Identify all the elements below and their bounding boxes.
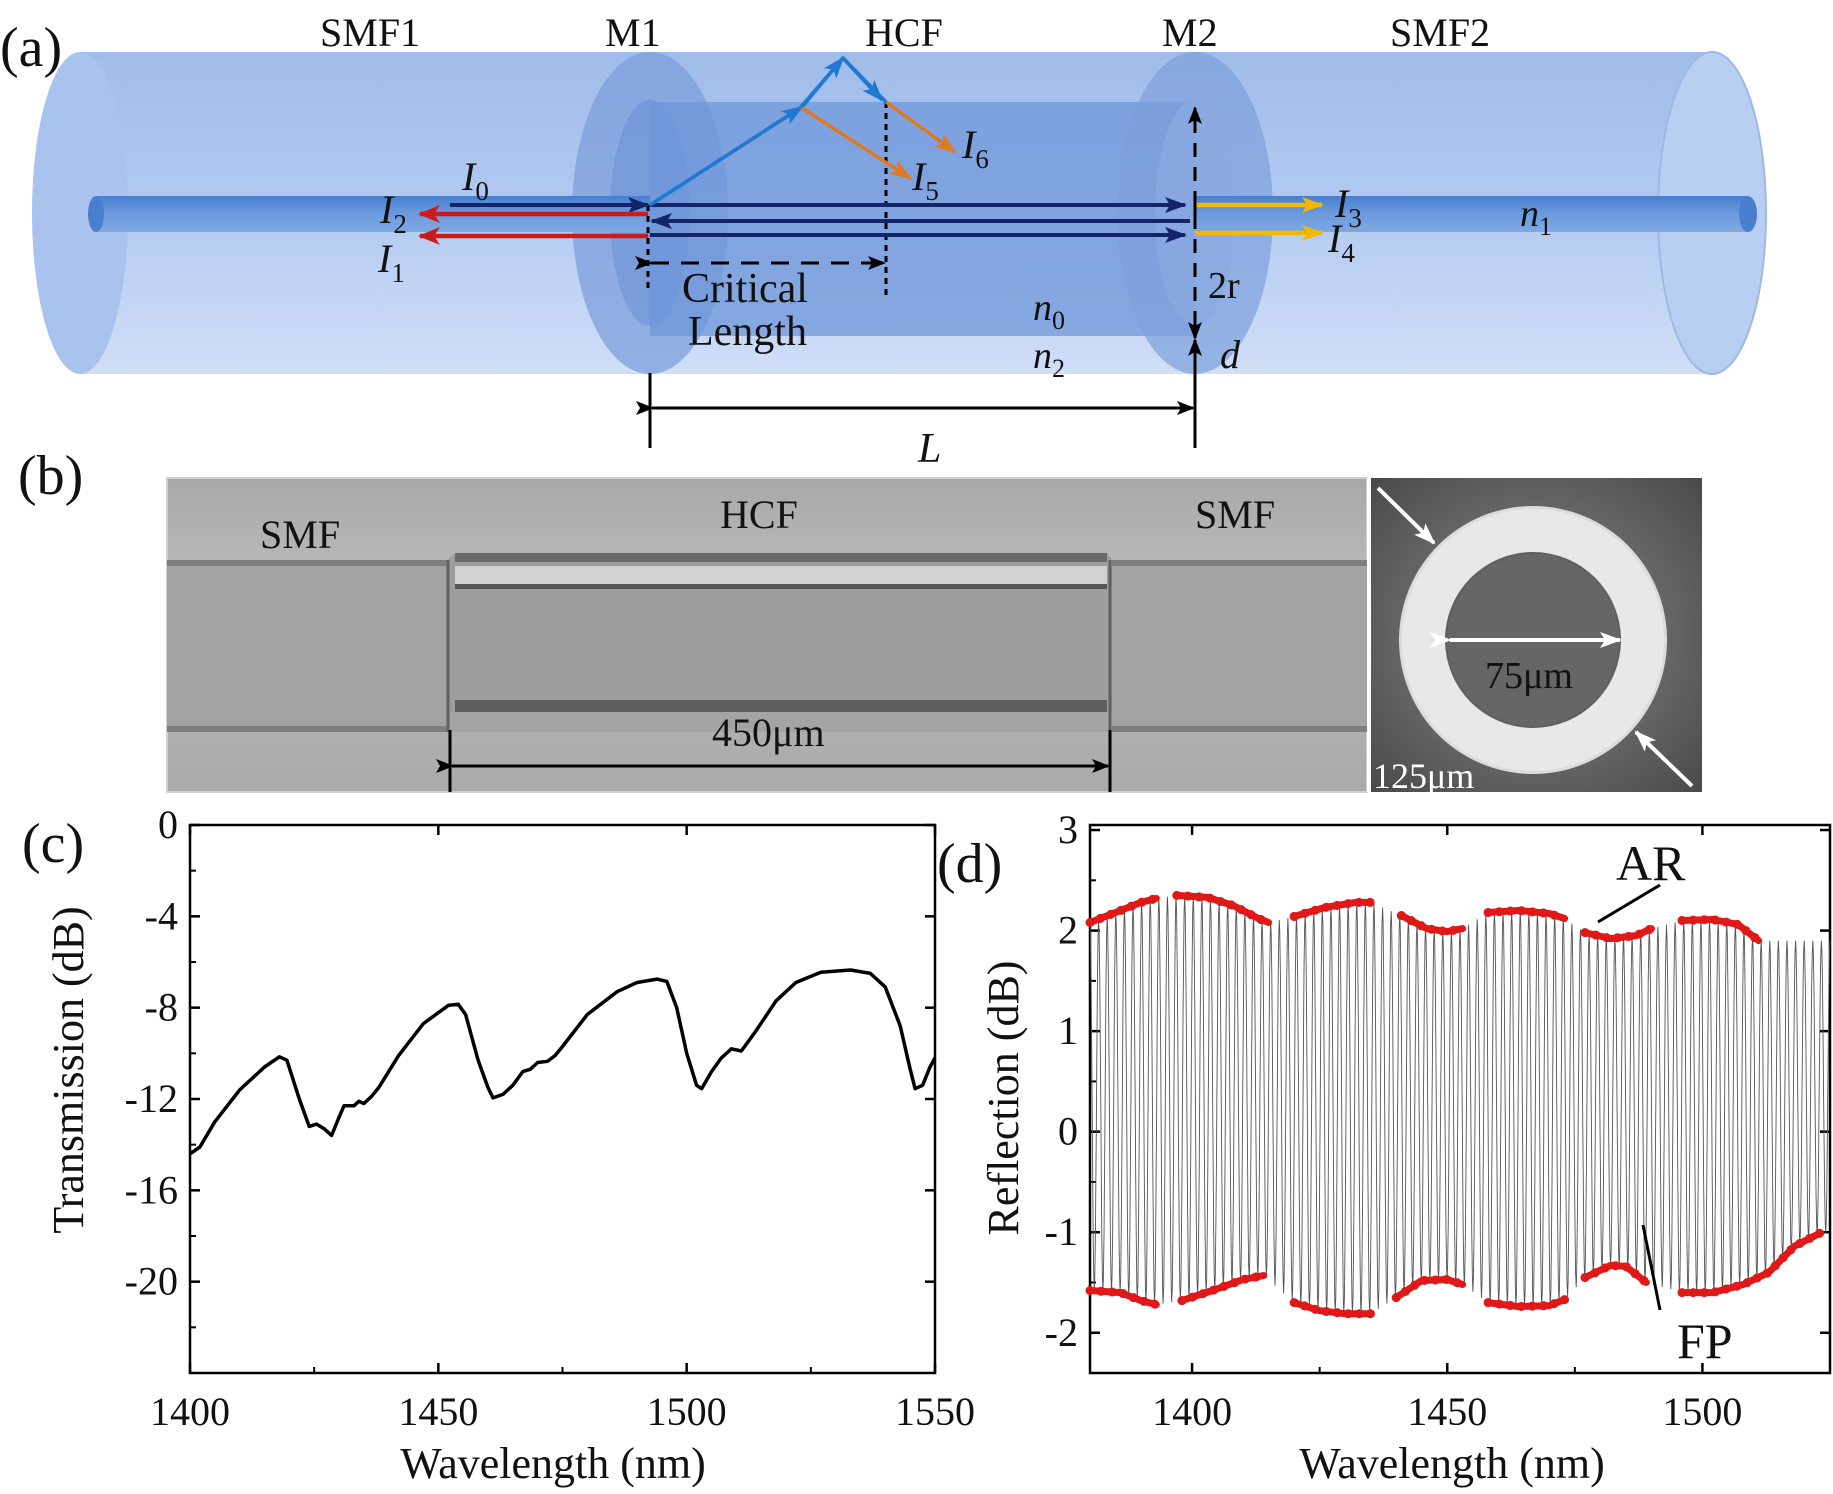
- cross-inner: 75μm: [1485, 655, 1573, 697]
- panel-a-schematic: (a) SMF1 M1 HCF M2 SMF2: [0, 10, 1767, 472]
- chart-c-ytick-label: -8: [145, 985, 178, 1030]
- outer-arrow-bottom: [1634, 730, 1694, 788]
- chart-d-envelope-line-upper: [1484, 907, 1569, 922]
- annotation-fp-pointer: [1641, 1224, 1662, 1311]
- label-i6: I6: [961, 122, 989, 174]
- annotation-ar: AR: [1616, 835, 1686, 891]
- micro-smf-right: SMF: [1195, 492, 1275, 537]
- chart-d-ytick-label: -2: [1045, 1310, 1078, 1355]
- chart-d-ytick-label: -1: [1045, 1209, 1078, 1254]
- chart-c-ytick-label: -12: [125, 1076, 178, 1121]
- panel-b-micrograph: (b) SMF HCF SMF 450μm 75μm: [18, 445, 1702, 796]
- label-m1: M1: [605, 10, 661, 55]
- label-critical: Critical: [682, 266, 808, 312]
- panel-b-label: (b): [18, 445, 83, 507]
- chart-c-ytick-label: -16: [125, 1167, 178, 1212]
- chart-d-envelope-line-lower: [1086, 1287, 1160, 1309]
- chart-c-xtick-label: 1500: [647, 1389, 727, 1434]
- label-hcf: HCF: [865, 10, 943, 55]
- chart-d-envelope-line-upper: [1290, 898, 1375, 920]
- chart-d-envelope-line-upper: [1581, 925, 1655, 943]
- label-smf1: SMF1: [320, 10, 420, 55]
- chart-d-envelope-line-lower: [1290, 1299, 1375, 1318]
- micro-length: 450μm: [712, 710, 825, 755]
- ray-i6: [884, 100, 957, 154]
- micro-smf-left: SMF: [260, 512, 340, 557]
- chart-d-ylabel: Reflection (dB): [979, 961, 1028, 1236]
- panel-c-chart: (c) 1400 1450 1500 1550 0 -4 -8 -12 -16 -20 Wavel…: [22, 802, 975, 1488]
- chart-c-ytick-label: -20: [125, 1259, 178, 1304]
- chart-d-xlabel: Wavelength (nm): [1299, 1439, 1605, 1488]
- chart-d-envelope-line-upper: [1086, 894, 1160, 926]
- chart-d-envelope-line-lower: [1178, 1272, 1267, 1305]
- panel-a-label: (a): [0, 17, 62, 79]
- panel-d-chart: (d) 1400 1450 1500 -2 -1 0 1 2 3 Wavelength (nm)…: [937, 807, 1832, 1488]
- ray-i5: [801, 106, 912, 180]
- label-i2: I2: [379, 187, 407, 239]
- outer-arrow-top: [1376, 486, 1436, 545]
- chart-d-ytick-label: 3: [1058, 807, 1078, 852]
- plot-c-area: 1400 1450 1500 1550 0 -4 -8 -12 -16 -20: [125, 802, 975, 1434]
- label-d: d: [1220, 332, 1241, 377]
- label-i3: I3: [1334, 181, 1362, 233]
- chart-d-xtick-label: 1500: [1662, 1389, 1742, 1434]
- chart-c-ytick-label: -4: [145, 893, 178, 938]
- chart-c-xlabel: Wavelength (nm): [400, 1439, 706, 1488]
- chart-d-fringes: [1089, 895, 1831, 1314]
- chart-d-envelope-line-upper: [1678, 916, 1763, 945]
- chart-d-envelope-line-lower: [1484, 1296, 1569, 1311]
- chart-d-frame: [1088, 823, 1832, 1375]
- label-length: Length: [688, 309, 807, 355]
- smf2-core: [1195, 196, 1748, 232]
- label-i1: I1: [377, 236, 405, 288]
- label-n1: n1: [1520, 193, 1552, 241]
- chart-c-xtick-label: 1550: [895, 1389, 975, 1434]
- chart-d-ytick-label: 1: [1058, 1008, 1078, 1053]
- chart-c-xtick-label: 1400: [150, 1389, 230, 1434]
- label-i0: I0: [461, 154, 489, 206]
- label-l: L: [917, 426, 941, 472]
- chart-d-ytick-label: 0: [1058, 1109, 1078, 1154]
- label-smf2: SMF2: [1390, 10, 1490, 55]
- label-i4: I4: [1327, 216, 1355, 268]
- cross-outer: 125μm: [1373, 756, 1474, 796]
- chart-c-frame: [188, 823, 937, 1375]
- chart-c-xtick-label: 1450: [398, 1389, 478, 1434]
- chart-d-envelope-line-upper: [1173, 891, 1273, 926]
- annotation-fp: FP: [1677, 1313, 1733, 1369]
- panel-d-label: (d): [937, 833, 1002, 895]
- chart-c-ytick-label: 0: [158, 802, 178, 847]
- label-n0: n0: [1033, 287, 1065, 335]
- label-n2: n2: [1033, 335, 1065, 383]
- chart-c-ylabel: Transmission (dB): [44, 906, 93, 1233]
- chart-d-envelope-line-lower: [1581, 1261, 1650, 1286]
- micro-hcf: HCF: [720, 492, 798, 537]
- chart-d-envelope-line-upper: [1397, 912, 1467, 936]
- chart-d-xtick-label: 1450: [1407, 1389, 1487, 1434]
- chart-d-ytick-label: 2: [1058, 908, 1078, 953]
- label-2r: 2r: [1208, 265, 1240, 307]
- label-i5: I5: [911, 154, 939, 206]
- annotation-ar-pointer: [1597, 883, 1661, 924]
- panel-c-label: (c): [22, 813, 84, 875]
- plot-d-area: 1400 1450 1500 -2 -1 0 1 2 3: [1045, 807, 1832, 1434]
- chart-c-line: [189, 968, 937, 1156]
- chart-d-envelope-line-lower: [1678, 1229, 1824, 1297]
- chart-d-xtick-label: 1400: [1152, 1389, 1232, 1434]
- label-m2: M2: [1162, 10, 1218, 55]
- chart-d-envelope-line-lower: [1392, 1276, 1467, 1302]
